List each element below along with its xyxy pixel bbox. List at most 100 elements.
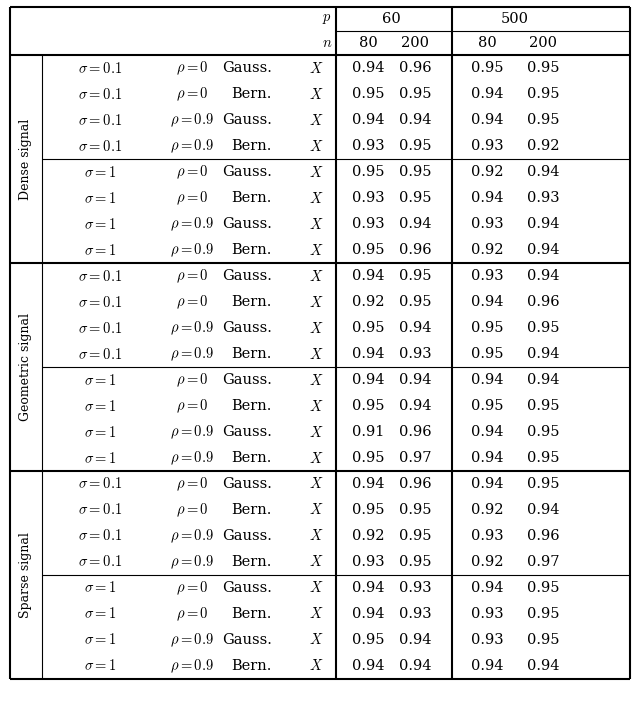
Text: 0.93: 0.93 xyxy=(470,607,503,621)
Text: 0.94: 0.94 xyxy=(471,581,503,595)
Text: $X$: $X$ xyxy=(308,399,323,413)
Text: Gauss.: Gauss. xyxy=(222,633,272,647)
Text: $\sigma = 1$: $\sigma = 1$ xyxy=(84,658,116,674)
Text: 0.93: 0.93 xyxy=(470,217,503,231)
Text: $X$: $X$ xyxy=(308,112,323,128)
Text: $X$: $X$ xyxy=(308,347,323,362)
Text: Gauss.: Gauss. xyxy=(222,269,272,283)
Text: $X$: $X$ xyxy=(308,191,323,205)
Text: 0.95: 0.95 xyxy=(352,451,384,465)
Text: 0.95: 0.95 xyxy=(399,165,431,179)
Text: 200: 200 xyxy=(401,36,429,50)
Text: Gauss.: Gauss. xyxy=(222,113,272,127)
Text: 0.94: 0.94 xyxy=(471,659,503,673)
Text: 0.96: 0.96 xyxy=(399,243,431,257)
Text: 0.95: 0.95 xyxy=(399,295,431,309)
Text: 0.94: 0.94 xyxy=(399,633,431,647)
Text: $\sigma = 1$: $\sigma = 1$ xyxy=(84,399,116,413)
Text: 0.95: 0.95 xyxy=(352,503,384,517)
Text: $X$: $X$ xyxy=(308,502,323,518)
Text: 0.94: 0.94 xyxy=(527,243,559,257)
Text: 0.94: 0.94 xyxy=(527,165,559,179)
Text: $\sigma = 1$: $\sigma = 1$ xyxy=(84,450,116,465)
Text: $\sigma = 0.1$: $\sigma = 0.1$ xyxy=(78,502,122,518)
Text: 0.95: 0.95 xyxy=(471,321,503,335)
Text: $\rho = 0$: $\rho = 0$ xyxy=(175,501,209,518)
Text: 0.94: 0.94 xyxy=(399,373,431,387)
Text: $\sigma = 1$: $\sigma = 1$ xyxy=(84,242,116,257)
Text: 0.95: 0.95 xyxy=(471,347,503,361)
Text: 0.96: 0.96 xyxy=(527,295,559,309)
Text: $\sigma = 1$: $\sigma = 1$ xyxy=(84,425,116,439)
Text: $\rho = 0.9$: $\rho = 0.9$ xyxy=(170,112,214,129)
Text: $\rho = 0.9$: $\rho = 0.9$ xyxy=(170,658,214,675)
Text: $\rho = 0$: $\rho = 0$ xyxy=(175,294,209,311)
Text: $X$: $X$ xyxy=(308,450,323,465)
Text: 0.93: 0.93 xyxy=(470,139,503,153)
Text: Bern.: Bern. xyxy=(232,399,272,413)
Text: $\rho = 0$: $\rho = 0$ xyxy=(175,605,209,623)
Text: $X$: $X$ xyxy=(308,138,323,154)
Text: 80: 80 xyxy=(358,36,378,50)
Text: Gauss.: Gauss. xyxy=(222,217,272,231)
Text: Bern.: Bern. xyxy=(232,243,272,257)
Text: $\sigma = 1$: $\sigma = 1$ xyxy=(84,165,116,180)
Text: 0.94: 0.94 xyxy=(471,87,503,101)
Text: 0.92: 0.92 xyxy=(352,295,384,309)
Text: Bern.: Bern. xyxy=(232,555,272,569)
Text: 0.95: 0.95 xyxy=(527,425,559,439)
Text: 0.94: 0.94 xyxy=(352,607,384,621)
Text: 0.94: 0.94 xyxy=(352,373,384,387)
Text: 0.94: 0.94 xyxy=(399,217,431,231)
Text: 0.95: 0.95 xyxy=(352,165,384,179)
Text: 0.94: 0.94 xyxy=(399,113,431,127)
Text: Bern.: Bern. xyxy=(232,347,272,361)
Text: $\sigma = 1$: $\sigma = 1$ xyxy=(84,191,116,205)
Text: 0.95: 0.95 xyxy=(399,555,431,569)
Text: $\rho = 0$: $\rho = 0$ xyxy=(175,268,209,285)
Text: 0.95: 0.95 xyxy=(352,243,384,257)
Text: 0.95: 0.95 xyxy=(399,269,431,283)
Text: 0.94: 0.94 xyxy=(527,217,559,231)
Text: 0.93: 0.93 xyxy=(399,607,431,621)
Text: $X$: $X$ xyxy=(308,268,323,283)
Text: $\rho = 0.9$: $\rho = 0.9$ xyxy=(170,527,214,544)
Text: 0.94: 0.94 xyxy=(527,659,559,673)
Text: 0.92: 0.92 xyxy=(352,529,384,543)
Text: $\rho = 0$: $\rho = 0$ xyxy=(175,189,209,207)
Text: 0.95: 0.95 xyxy=(352,399,384,413)
Text: $\rho = 0.9$: $\rho = 0.9$ xyxy=(170,345,214,362)
Text: Bern.: Bern. xyxy=(232,607,272,621)
Text: Bern.: Bern. xyxy=(232,451,272,465)
Text: Sparse signal: Sparse signal xyxy=(19,532,33,618)
Text: 0.95: 0.95 xyxy=(527,581,559,595)
Text: $\sigma = 1$: $\sigma = 1$ xyxy=(84,607,116,621)
Text: 0.94: 0.94 xyxy=(399,399,431,413)
Text: 0.95: 0.95 xyxy=(399,529,431,543)
Text: 0.94: 0.94 xyxy=(399,659,431,673)
Text: $\sigma = 0.1$: $\sigma = 0.1$ xyxy=(78,268,122,283)
Text: 0.95: 0.95 xyxy=(527,61,559,75)
Text: 0.92: 0.92 xyxy=(471,243,503,257)
Text: Bern.: Bern. xyxy=(232,295,272,309)
Text: 0.96: 0.96 xyxy=(399,425,431,439)
Text: Bern.: Bern. xyxy=(232,659,272,673)
Text: $\rho = 0$: $\rho = 0$ xyxy=(175,397,209,415)
Text: $\sigma = 0.1$: $\sigma = 0.1$ xyxy=(78,555,122,570)
Text: 0.96: 0.96 xyxy=(527,529,559,543)
Text: $\sigma = 0.1$: $\sigma = 0.1$ xyxy=(78,138,122,154)
Text: Dense signal: Dense signal xyxy=(19,118,33,199)
Text: $\rho = 0.9$: $\rho = 0.9$ xyxy=(170,215,214,233)
Text: 0.95: 0.95 xyxy=(527,607,559,621)
Text: Bern.: Bern. xyxy=(232,503,272,517)
Text: Gauss.: Gauss. xyxy=(222,529,272,543)
Text: 0.95: 0.95 xyxy=(399,503,431,517)
Text: $p$: $p$ xyxy=(323,12,332,26)
Text: $\sigma = 1$: $\sigma = 1$ xyxy=(84,632,116,647)
Text: $\rho = 0.9$: $\rho = 0.9$ xyxy=(170,319,214,336)
Text: $X$: $X$ xyxy=(308,529,323,544)
Text: $\rho = 0$: $\rho = 0$ xyxy=(175,371,209,389)
Text: $\sigma = 1$: $\sigma = 1$ xyxy=(84,373,116,387)
Text: $X$: $X$ xyxy=(308,607,323,621)
Text: 0.94: 0.94 xyxy=(471,113,503,127)
